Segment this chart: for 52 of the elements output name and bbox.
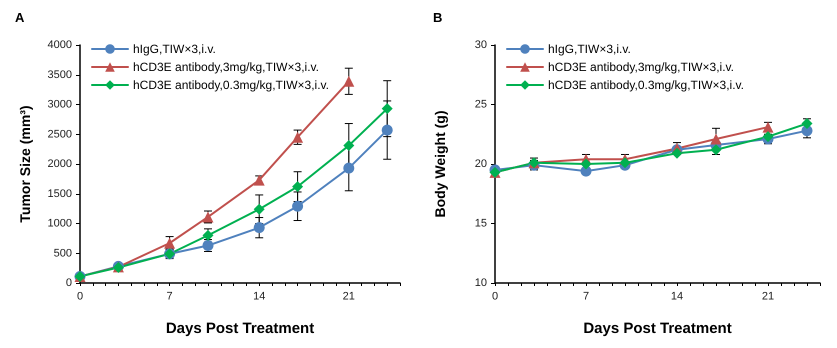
point [382, 124, 393, 136]
point [254, 222, 265, 234]
y-tick-label: 4000 [48, 39, 72, 51]
y-tick-label: 500 [54, 247, 72, 260]
point [292, 132, 304, 143]
x-axis-title: Days Post Treatment [166, 320, 314, 337]
x-tick-label: 21 [342, 290, 355, 302]
legend-label: hCD3E antibody,0.3mg/kg,TIW×3,i.v. [548, 78, 744, 92]
point [802, 118, 812, 130]
x-tick-label: 21 [762, 290, 774, 302]
point [762, 122, 774, 133]
legend-label: hIgG,TIW×3,i.v. [548, 42, 631, 56]
y-tick-label: 20 [474, 158, 487, 170]
y-tick-label: 0 [66, 277, 72, 289]
x-tick-label: 14 [253, 290, 266, 302]
point [382, 103, 393, 114]
x-tick-label: 7 [582, 290, 590, 302]
y-tick-label: 3000 [48, 98, 72, 110]
x-tick-label: 0 [76, 290, 84, 302]
point [254, 204, 265, 215]
chart-title: B [433, 10, 442, 25]
legend-label: hIgG,TIW×3,i.v. [133, 42, 216, 56]
point [672, 148, 682, 159]
point [620, 157, 630, 168]
chart-title: A [15, 10, 25, 25]
y-axis-title: Body Weight (g) [432, 110, 448, 218]
y-tick-label: 1500 [48, 188, 72, 200]
y-axis-title: Tumor Size (mm³) [17, 105, 33, 223]
x-tick-label: 0 [492, 290, 498, 302]
point [343, 162, 354, 174]
y-tick-label: 10 [474, 277, 487, 289]
point [580, 158, 592, 170]
y-tick-label: 2000 [48, 158, 72, 170]
legend-label: hCD3E antibody,3mg/kg,TIW×3,i.v. [133, 60, 319, 74]
point [254, 174, 265, 186]
x-axis-title: Days Post Treatment [583, 320, 732, 337]
y-tick-label: 3500 [48, 68, 72, 81]
legend-label: hCD3E antibody,3mg/kg,TIW×3,i.v. [548, 60, 734, 74]
y-tick-label: 25 [474, 98, 487, 110]
x-tick-label: 7 [166, 290, 173, 302]
x-tick-label: 14 [670, 290, 684, 302]
point [343, 76, 354, 87]
legend-label: hCD3E antibody,0.3mg/kg,TIW×3,i.v. [133, 78, 329, 92]
y-tick-label: 30 [474, 39, 487, 51]
y-tick-label: 15 [474, 218, 487, 230]
point [343, 140, 354, 152]
point [710, 144, 722, 156]
y-tick-label: 1000 [48, 218, 72, 230]
point [710, 134, 722, 145]
point [292, 200, 304, 212]
point [292, 181, 304, 192]
y-tick-label: 2500 [48, 128, 72, 140]
